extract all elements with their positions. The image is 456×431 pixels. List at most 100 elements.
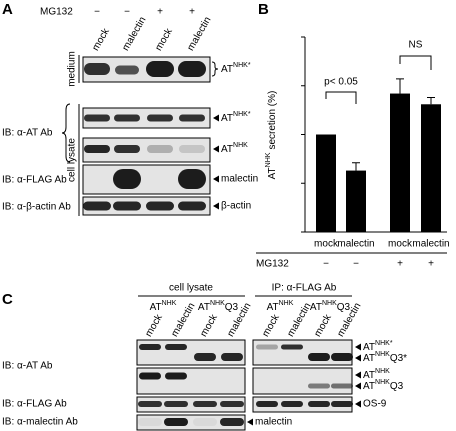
treatment-sign: − bbox=[124, 7, 130, 18]
band bbox=[165, 372, 187, 380]
arrowhead bbox=[213, 145, 219, 153]
band bbox=[138, 418, 162, 426]
band bbox=[179, 114, 205, 122]
arrowhead bbox=[355, 382, 361, 390]
band bbox=[164, 418, 188, 426]
antibody-label: IB: α-AT Ab bbox=[2, 361, 53, 372]
bar bbox=[316, 134, 336, 232]
band-label: ATNHK bbox=[221, 142, 248, 154]
band-label: OS-9 bbox=[363, 399, 387, 410]
arrowhead bbox=[355, 343, 361, 351]
band-label: malectin bbox=[255, 417, 292, 428]
lane-label: mock bbox=[143, 312, 165, 339]
label-part: AT bbox=[363, 342, 375, 353]
label-part: NHK bbox=[375, 368, 390, 375]
panel-letter: B bbox=[258, 1, 269, 18]
band bbox=[114, 145, 140, 153]
brace bbox=[61, 103, 71, 163]
label-part: Q3 bbox=[337, 302, 351, 313]
band bbox=[331, 353, 353, 361]
label-part: secretion (%) bbox=[267, 91, 278, 150]
construct-label: ATNHK bbox=[267, 300, 294, 312]
construct-label: ATNHKQ3 bbox=[198, 300, 239, 312]
treatment-sign: − bbox=[94, 7, 100, 18]
treatment-sign: − bbox=[353, 259, 359, 270]
group-label: IP: α-FLAG Ab bbox=[272, 283, 337, 294]
band bbox=[146, 61, 174, 77]
lane-label: mock bbox=[312, 312, 334, 339]
bar bbox=[390, 93, 410, 232]
label-part: AT bbox=[267, 167, 278, 179]
antibody-label: IB: α-FLAG Ab bbox=[2, 175, 67, 186]
band bbox=[115, 65, 139, 75]
lane-label: malectin bbox=[185, 15, 213, 53]
band-label: β-actin bbox=[221, 201, 251, 212]
blot bbox=[82, 107, 211, 129]
error-bar bbox=[352, 162, 360, 171]
lane-label: malectin bbox=[120, 15, 148, 53]
bar bbox=[421, 104, 441, 232]
band bbox=[308, 353, 330, 361]
treatment-label: MG132 bbox=[256, 259, 289, 270]
panel-letter: C bbox=[2, 291, 13, 308]
label-part: AT bbox=[310, 302, 322, 313]
label-part: AT bbox=[363, 353, 375, 364]
treatment-sign: + bbox=[157, 7, 163, 18]
label-part: AT bbox=[221, 64, 233, 75]
label-part: NHK* bbox=[233, 111, 251, 118]
band bbox=[84, 63, 110, 75]
band bbox=[147, 114, 173, 122]
band bbox=[178, 169, 206, 189]
label-part: AT bbox=[221, 144, 233, 155]
band bbox=[147, 145, 173, 153]
bar bbox=[346, 170, 366, 232]
x-tick-label: mock bbox=[388, 239, 413, 250]
band bbox=[221, 353, 243, 361]
band bbox=[83, 201, 111, 211]
blot bbox=[252, 367, 353, 395]
band bbox=[220, 401, 244, 407]
band bbox=[114, 114, 140, 122]
label-part: AT bbox=[221, 113, 233, 124]
error-bar bbox=[427, 96, 435, 105]
treatment-label: MG132 bbox=[40, 7, 73, 18]
blot bbox=[136, 367, 246, 395]
band bbox=[179, 145, 205, 153]
label-part: Q3* bbox=[390, 353, 407, 364]
label-part: NHK bbox=[375, 379, 390, 386]
band-label: ATNHK* bbox=[363, 340, 393, 352]
antibody-label: IB: α-malectin Ab bbox=[2, 417, 78, 428]
band bbox=[84, 114, 110, 122]
band bbox=[281, 401, 303, 407]
band-label: ATNHK* bbox=[221, 111, 251, 123]
band bbox=[113, 201, 141, 211]
antibody-label: IB: α-AT Ab bbox=[2, 128, 53, 139]
label-part: Q3 bbox=[225, 302, 239, 313]
construct-label: ATNHKQ3 bbox=[310, 300, 351, 312]
label-part: NHK* bbox=[233, 62, 251, 69]
band bbox=[281, 344, 303, 350]
band-label: ATNHKQ3 bbox=[363, 379, 404, 391]
label-part: NHK bbox=[162, 300, 177, 307]
antibody-label: IB: α-β-actin Ab bbox=[2, 202, 71, 213]
x-tick-label: malectin bbox=[337, 239, 374, 250]
band bbox=[308, 383, 330, 389]
antibody-label: IB: α-FLAG Ab bbox=[2, 399, 67, 410]
arrowhead bbox=[213, 175, 219, 183]
lane-label: mock bbox=[260, 312, 282, 339]
band-label: malectin bbox=[221, 174, 258, 185]
band bbox=[139, 372, 161, 380]
label-part: NHK bbox=[210, 300, 225, 307]
lane-label: mock bbox=[198, 312, 220, 339]
section-label: cell lysate bbox=[67, 138, 78, 182]
arrowhead bbox=[213, 114, 219, 122]
y-axis-label: ATNHK secretion (%) bbox=[265, 91, 277, 180]
band bbox=[256, 344, 278, 350]
label-part: AT bbox=[363, 381, 375, 392]
annotation: NS bbox=[409, 40, 423, 51]
band bbox=[84, 145, 110, 153]
label-part: NHK bbox=[375, 351, 390, 358]
treatment-sign: + bbox=[189, 7, 195, 18]
x-tick-label: mock bbox=[314, 239, 339, 250]
